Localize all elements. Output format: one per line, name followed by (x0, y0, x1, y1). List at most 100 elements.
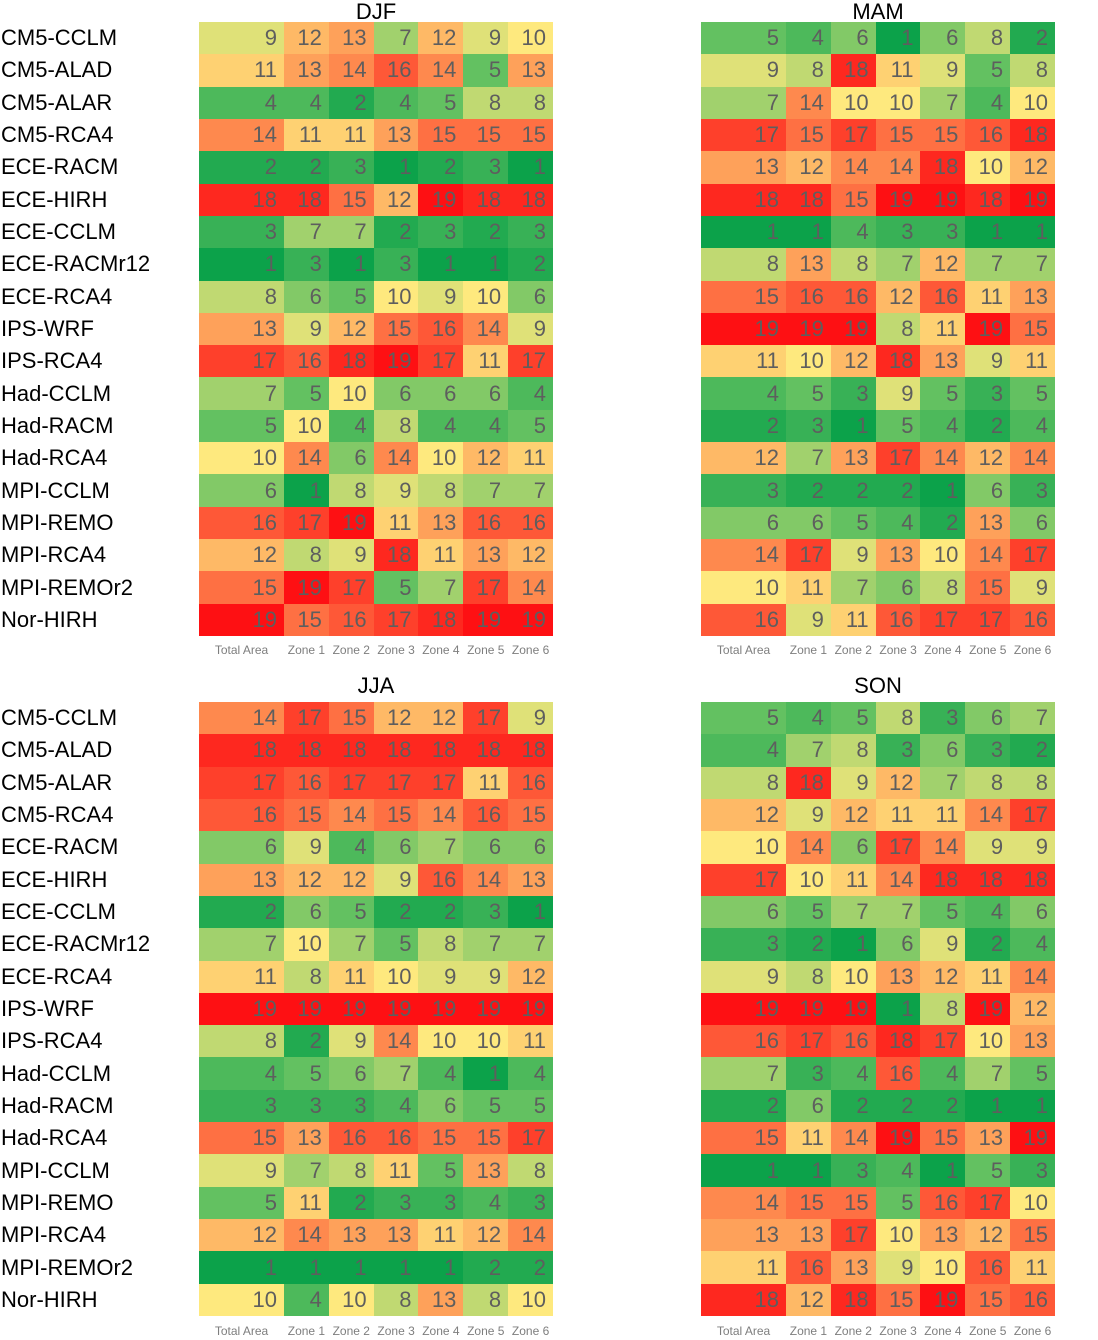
heatmap-cell: 19 (701, 312, 786, 346)
heatmap-cell: 3 (328, 1089, 374, 1123)
heatmap-cell: 17 (418, 766, 464, 799)
heatmap-cell: 16 (199, 506, 284, 540)
heatmap-cell: 1 (328, 248, 374, 281)
heatmap-cell: 4 (418, 409, 464, 443)
heatmap-cell: 15 (875, 118, 921, 152)
heatmap-cell: 1 (463, 248, 509, 281)
heatmap-cell: 9 (373, 474, 419, 507)
heatmap-cell: 18 (786, 183, 831, 216)
heatmap-grid-djf: 9 12 13 7 12 9 10 11 13 14 16 14 5 13 4 4 2 4 5 8 8 14 11 11 13 1… (199, 22, 553, 636)
row-label: ECE-HIRH (1, 866, 108, 892)
heatmap-cell: 3 (284, 248, 329, 281)
row-label: CM5-ALAD (1, 57, 113, 83)
heatmap-cell: 18 (463, 183, 509, 216)
heatmap-cell: 1 (508, 151, 553, 184)
heatmap-cell: 8 (786, 960, 831, 993)
heatmap-grid-jja: 14 17 15 12 12 17 9 18 18 18 18 18 18 18 17 16 17 17 17 11 1… (199, 702, 553, 1316)
heatmap-cell: 11 (920, 312, 966, 346)
heatmap-cell: 17 (786, 539, 831, 572)
heatmap-cell: 11 (701, 345, 786, 378)
heatmap-cell: 2 (786, 928, 831, 961)
heatmap-cell: 19 (830, 312, 876, 346)
heatmap-cell: 17 (328, 766, 374, 799)
heatmap-cell: 7 (284, 1154, 329, 1187)
heatmap-cell: 18 (920, 151, 966, 184)
heatmap-cell: 15 (463, 1122, 509, 1155)
heatmap-cell: 17 (1010, 539, 1055, 572)
heatmap-cell: 14 (328, 798, 374, 832)
row-label: Had-CCLM (1, 380, 112, 406)
row-labels-djf: CM5-CCLM CM5-ALAD CM5-ALAR CM5-RCA4 ECE-RACM… (0, 22, 196, 636)
heatmap-cell: 7 (373, 1057, 419, 1090)
heatmap-cell: 8 (1010, 54, 1055, 87)
row-label: CM5-RCA4 (1, 122, 114, 148)
x-axis-label: Zone 5 (969, 1324, 1007, 1338)
heatmap-cell: 8 (463, 1283, 509, 1316)
row-label: MPI-REMOr2 (1, 1254, 133, 1280)
heatmap-cell: 16 (830, 280, 876, 313)
heatmap-grid-son: 5 4 5 8 3 6 7 4 7 8 3 6 3 2 8 18 9 12 7 8 8 12 9 12 11 11 14 17 10 14… (701, 702, 1055, 1316)
heatmap-cell: 9 (965, 345, 1011, 378)
heatmap-cell: 19 (965, 312, 1011, 346)
heatmap-cell: 16 (463, 506, 509, 540)
heatmap-cell: 2 (418, 895, 464, 929)
x-axis-label: Total Area (214, 1324, 269, 1338)
heatmap-cell: 10 (328, 1283, 374, 1316)
heatmap-cell: 2 (1010, 734, 1055, 767)
heatmap-cell: 13 (463, 1154, 509, 1187)
heatmap-cell: 11 (786, 1122, 831, 1155)
row-label: ECE-RACM (1, 834, 119, 860)
heatmap-cell: 3 (830, 377, 876, 410)
heatmap-cell: 9 (920, 928, 966, 961)
row-label: Had-RACM (1, 1092, 114, 1118)
heatmap-cell: 11 (328, 118, 374, 152)
heatmap-cell: 6 (920, 22, 966, 55)
heatmap-cell: 17 (373, 766, 419, 799)
heatmap-cell: 16 (965, 1251, 1011, 1284)
heatmap-cell: 8 (328, 1154, 374, 1187)
heatmap-cell: 9 (463, 22, 509, 55)
heatmap-cell: 3 (1010, 474, 1055, 507)
heatmap-cell: 15 (875, 1283, 921, 1316)
heatmap-cell: 12 (328, 312, 374, 346)
heatmap-cell: 13 (965, 1122, 1011, 1155)
heatmap-cell: 11 (373, 1154, 419, 1187)
heatmap-cell: 14 (508, 571, 553, 604)
heatmap-cell: 9 (1010, 571, 1055, 604)
heatmap-cell: 13 (508, 863, 553, 896)
heatmap-cell: 1 (199, 248, 284, 281)
x-axis-label: Zone 4 (422, 643, 460, 657)
heatmap-cell: 9 (328, 539, 374, 572)
heatmap-cell: 14 (701, 1186, 786, 1220)
heatmap-cell: 14 (199, 702, 284, 735)
heatmap-cell: 2 (328, 1186, 374, 1220)
heatmap-cell: 1 (463, 1057, 509, 1090)
heatmap-cell: 4 (965, 895, 1011, 929)
heatmap-cell: 14 (786, 831, 831, 864)
heatmap-cell: 1 (920, 474, 966, 507)
heatmap-cell: 15 (920, 118, 966, 152)
heatmap-cell: 12 (920, 248, 966, 281)
heatmap-cell: 10 (875, 86, 921, 119)
heatmap-cell: 5 (418, 1154, 464, 1187)
heatmap-cell: 12 (830, 345, 876, 378)
heatmap-cell: 16 (920, 1186, 966, 1220)
heatmap-cell: 15 (284, 798, 329, 832)
heatmap-cell: 8 (875, 702, 921, 735)
heatmap-cell: 14 (875, 151, 921, 184)
heatmap-cell: 16 (418, 312, 464, 346)
x-axis-label: Zone 1 (287, 1324, 326, 1338)
heatmap-cell: 14 (418, 54, 464, 87)
heatmap-cell: 7 (830, 895, 876, 929)
heatmap-cell: 15 (418, 118, 464, 152)
heatmap-cell: 1 (830, 928, 876, 961)
heatmap-cell: 1 (965, 1089, 1011, 1123)
heatmap-cell: 15 (830, 183, 876, 216)
x-axis-label: Zone 3 (879, 1324, 917, 1338)
heatmap-cell: 3 (701, 928, 786, 961)
x-axis-label: Zone 3 (879, 643, 917, 657)
heatmap-cell: 14 (463, 312, 509, 346)
heatmap-cell: 11 (1010, 1251, 1055, 1284)
heatmap-cell: 5 (1010, 377, 1055, 410)
heatmap-cell: 10 (830, 960, 876, 993)
